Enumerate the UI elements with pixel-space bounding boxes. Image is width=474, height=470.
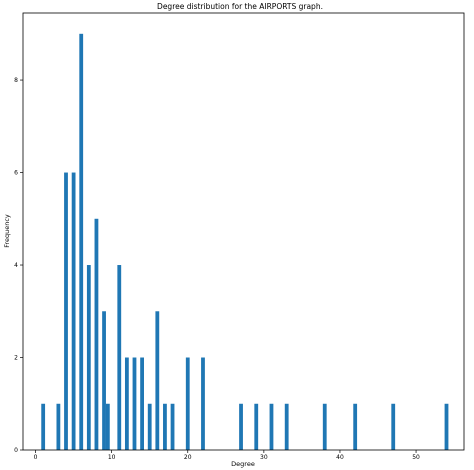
bar — [86, 265, 91, 450]
bar — [163, 403, 167, 450]
plot-frame — [22, 12, 465, 451]
x-axis-ticks: 0 10 20 30 40 50 — [34, 450, 420, 461]
x-tick-label: 0 — [34, 454, 38, 461]
x-axis-title: Degree — [231, 460, 255, 468]
bar — [140, 357, 144, 450]
bar — [41, 403, 46, 450]
bar — [102, 311, 106, 450]
bar — [64, 172, 68, 451]
bar — [284, 403, 289, 450]
x-tick-label: 10 — [108, 454, 116, 461]
y-tick-label: 2 — [14, 355, 18, 362]
bar — [124, 357, 129, 450]
x-tick-label: 30 — [260, 454, 268, 461]
x-tick-label: 40 — [336, 454, 344, 461]
bar — [94, 218, 99, 450]
bar — [391, 403, 396, 450]
bar — [155, 311, 160, 450]
bars-layer — [41, 33, 449, 451]
y-tick-label: 4 — [14, 262, 18, 269]
bar — [132, 357, 137, 450]
bar — [254, 403, 259, 450]
bar — [79, 33, 84, 451]
y-tick-label: 8 — [14, 77, 18, 84]
chart-title: Degree distribution for the AIRPORTS gra… — [157, 2, 323, 11]
bar — [147, 403, 152, 450]
bar — [56, 403, 61, 450]
y-axis-title: Frequency — [3, 214, 11, 248]
bar — [71, 172, 76, 451]
bar — [269, 403, 274, 450]
bar — [185, 357, 190, 450]
x-tick-label: 20 — [184, 454, 192, 461]
bar — [170, 403, 175, 450]
bar — [353, 403, 358, 450]
bar — [239, 403, 243, 450]
bar — [322, 403, 327, 450]
bar — [444, 403, 449, 450]
y-tick-label: 6 — [14, 170, 18, 177]
y-tick-label: 0 — [14, 447, 18, 454]
bar — [105, 403, 110, 450]
bar — [201, 357, 205, 450]
x-tick-label: 50 — [412, 454, 420, 461]
y-axis-ticks: 0 2 4 6 8 — [14, 77, 23, 454]
bar — [117, 265, 122, 450]
